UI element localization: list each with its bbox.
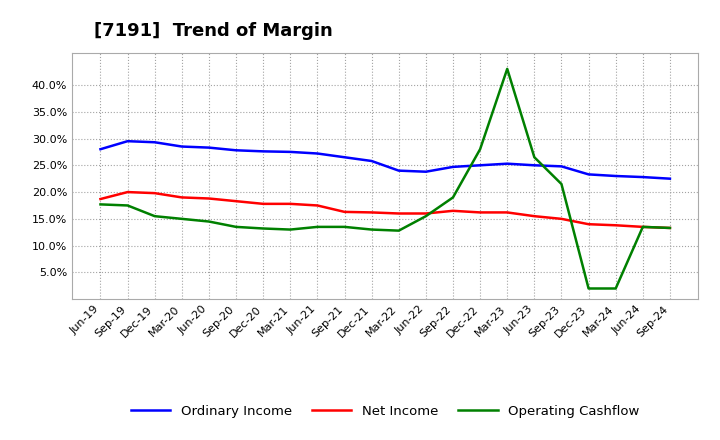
Ordinary Income (123, 139, 132, 144)
Ordinary Income (395, 168, 403, 173)
Net Income (96, 196, 105, 202)
Operating Cashflow (96, 202, 105, 207)
Operating Cashflow (286, 227, 294, 232)
Net Income (367, 210, 376, 215)
Line: Net Income: Net Income (101, 192, 670, 228)
Ordinary Income (665, 176, 674, 181)
Operating Cashflow (476, 147, 485, 152)
Net Income (611, 223, 620, 228)
Line: Ordinary Income: Ordinary Income (101, 141, 670, 179)
Ordinary Income (96, 147, 105, 152)
Operating Cashflow (449, 195, 457, 200)
Ordinary Income (476, 163, 485, 168)
Net Income (665, 225, 674, 231)
Ordinary Income (639, 174, 647, 180)
Ordinary Income (313, 151, 322, 156)
Operating Cashflow (395, 228, 403, 233)
Line: Operating Cashflow: Operating Cashflow (101, 69, 670, 289)
Net Income (259, 201, 268, 206)
Net Income (476, 210, 485, 215)
Ordinary Income (611, 173, 620, 179)
Operating Cashflow (557, 181, 566, 187)
Operating Cashflow (232, 224, 240, 230)
Operating Cashflow (150, 213, 159, 219)
Ordinary Income (584, 172, 593, 177)
Operating Cashflow (421, 213, 430, 219)
Operating Cashflow (639, 224, 647, 230)
Operating Cashflow (665, 225, 674, 231)
Operating Cashflow (259, 226, 268, 231)
Ordinary Income (367, 158, 376, 164)
Net Income (341, 209, 349, 215)
Net Income (449, 208, 457, 213)
Legend: Ordinary Income, Net Income, Operating Cashflow: Ordinary Income, Net Income, Operating C… (125, 400, 645, 423)
Net Income (313, 203, 322, 208)
Net Income (123, 190, 132, 195)
Net Income (584, 222, 593, 227)
Operating Cashflow (341, 224, 349, 230)
Ordinary Income (232, 148, 240, 153)
Operating Cashflow (204, 219, 213, 224)
Operating Cashflow (178, 216, 186, 221)
Operating Cashflow (123, 203, 132, 208)
Operating Cashflow (367, 227, 376, 232)
Ordinary Income (503, 161, 511, 166)
Ordinary Income (530, 163, 539, 168)
Net Income (639, 224, 647, 230)
Net Income (503, 210, 511, 215)
Net Income (557, 216, 566, 221)
Operating Cashflow (503, 66, 511, 72)
Net Income (421, 211, 430, 216)
Ordinary Income (150, 139, 159, 145)
Operating Cashflow (530, 154, 539, 160)
Operating Cashflow (611, 286, 620, 291)
Net Income (150, 191, 159, 196)
Ordinary Income (421, 169, 430, 174)
Net Income (178, 195, 186, 200)
Ordinary Income (557, 164, 566, 169)
Ordinary Income (259, 149, 268, 154)
Operating Cashflow (313, 224, 322, 230)
Text: [7191]  Trend of Margin: [7191] Trend of Margin (94, 22, 333, 40)
Ordinary Income (204, 145, 213, 150)
Ordinary Income (449, 164, 457, 169)
Ordinary Income (286, 149, 294, 154)
Net Income (286, 201, 294, 206)
Net Income (395, 211, 403, 216)
Ordinary Income (341, 154, 349, 160)
Operating Cashflow (584, 286, 593, 291)
Net Income (204, 196, 213, 201)
Net Income (232, 198, 240, 204)
Ordinary Income (178, 144, 186, 149)
Net Income (530, 213, 539, 219)
